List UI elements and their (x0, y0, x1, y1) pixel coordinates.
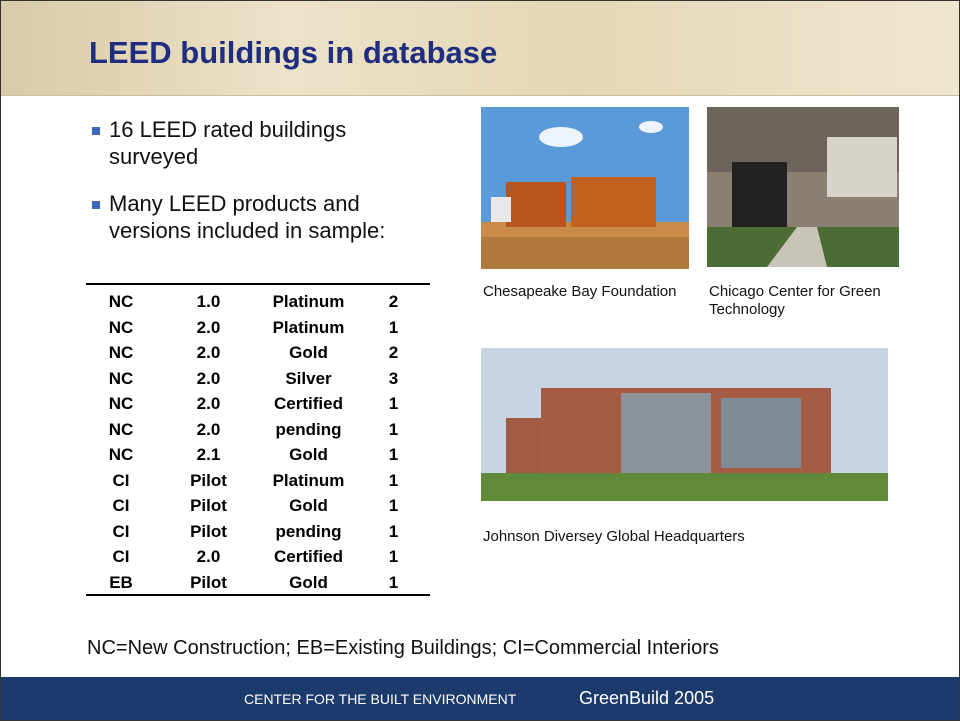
table-cell: 2.0 (196, 419, 221, 439)
table-cell: 2 (388, 292, 399, 311)
table-cell: Gold (289, 343, 328, 362)
table-cell: 1 (388, 521, 399, 541)
table-cell: 3 (388, 368, 399, 388)
table-cell: Certified (274, 547, 343, 566)
table-cell: 2.0 (196, 394, 221, 413)
photo (481, 107, 689, 269)
table-cell: CI (112, 496, 130, 515)
footer-org: CENTER FOR THE BUILT ENVIRONMENT (244, 691, 517, 707)
table-cell: pending (275, 521, 342, 541)
bullet-text: 16 LEED rated buildings surveyed (109, 117, 347, 169)
table-cell: 1 (388, 547, 399, 566)
footer-event: GreenBuild 2005 (579, 688, 715, 708)
table-cell: NC (108, 368, 134, 388)
table-row: NC 2.1 Gold 1 (86, 441, 430, 467)
table-cell: 2.0 (196, 343, 221, 362)
table-cell: CI (112, 521, 130, 541)
photo-caption: Johnson Diversey Global Headquarters (483, 528, 745, 545)
table-cell: 1 (388, 317, 399, 337)
table-row: NC 2.0 Silver 3 (86, 365, 430, 391)
table-cell: NC (108, 317, 134, 337)
table-cell: Pilot (190, 470, 227, 490)
table-cell: 1 (388, 470, 399, 490)
table-row: NC 2.0 Certified 1 (86, 390, 430, 416)
table-cell: NC (108, 343, 134, 362)
legend-note: NC=New Construction; EB=Existing Buildin… (87, 637, 719, 659)
table-row: NC 2.0 pending 1 (86, 416, 430, 442)
table-cell: Platinum (272, 292, 345, 311)
photo (481, 348, 888, 501)
table-cell: 1.0 (196, 292, 221, 311)
bullet-marker (92, 201, 100, 209)
header-band (1, 1, 959, 96)
table-cell: Gold (289, 572, 328, 592)
table-cell: EB (109, 572, 133, 592)
table-cell: NC (108, 394, 134, 413)
bullet-marker (92, 127, 100, 135)
table-cell: CI (112, 470, 130, 490)
table-cell: Gold (289, 445, 328, 464)
table-cell: Gold (289, 496, 328, 515)
bullet-text: Many LEED products and versions included… (109, 191, 386, 243)
table-cell: NC (108, 419, 134, 439)
table-cell: 1 (388, 445, 399, 464)
photo-caption: Chicago Center for Green Technology (709, 283, 881, 318)
table-cell: 2.0 (196, 368, 221, 388)
photo (707, 107, 899, 267)
table-cell: 2.1 (196, 445, 221, 464)
table-row: CI Pilot Gold 1 (86, 492, 430, 518)
table-cell: pending (275, 419, 342, 439)
table-cell: Pilot (190, 521, 227, 541)
table-cell: Platinum (272, 317, 345, 337)
table-row: CI Pilot Platinum 1 (86, 467, 430, 493)
table-cell: 1 (388, 394, 399, 413)
photo-caption: Chesapeake Bay Foundation (483, 283, 677, 300)
table-cell: Silver (285, 368, 332, 388)
table-row: NC 2.0 Gold 2 (86, 339, 430, 365)
table-cell: Pilot (190, 572, 227, 592)
slide-title: LEED buildings in database (89, 35, 498, 70)
table-row: CI 2.0 Certified 1 (86, 543, 430, 569)
table-row: NC 1.0 Platinum 2 (86, 288, 430, 314)
table-cell: NC (108, 292, 134, 311)
footer: CENTER FOR THE BUILT ENVIRONMENT GreenBu… (1, 677, 959, 720)
table-row: EB Pilot Gold 1 (86, 569, 430, 595)
table-cell: Certified (274, 394, 343, 413)
table-cell: NC (108, 445, 134, 464)
table: NC 1.0 Platinum 2 NC 2.0 Platinum 1 NC 2.0 Gold 2 NC… (86, 283, 430, 596)
table-cell: 2.0 (196, 317, 221, 337)
table-cell: 1 (388, 496, 399, 515)
table-cell: CI (112, 547, 130, 566)
table-cell: 1 (388, 419, 399, 439)
table-cell: 2.0 (196, 547, 221, 566)
table-cell: Pilot (190, 496, 227, 515)
table-cell: 1 (388, 572, 399, 592)
table-cell: 2 (388, 343, 399, 362)
table-cell: Platinum (272, 470, 345, 490)
table-row: NC 2.0 Platinum 1 (86, 314, 430, 340)
table-row: CI Pilot pending 1 (86, 518, 430, 544)
